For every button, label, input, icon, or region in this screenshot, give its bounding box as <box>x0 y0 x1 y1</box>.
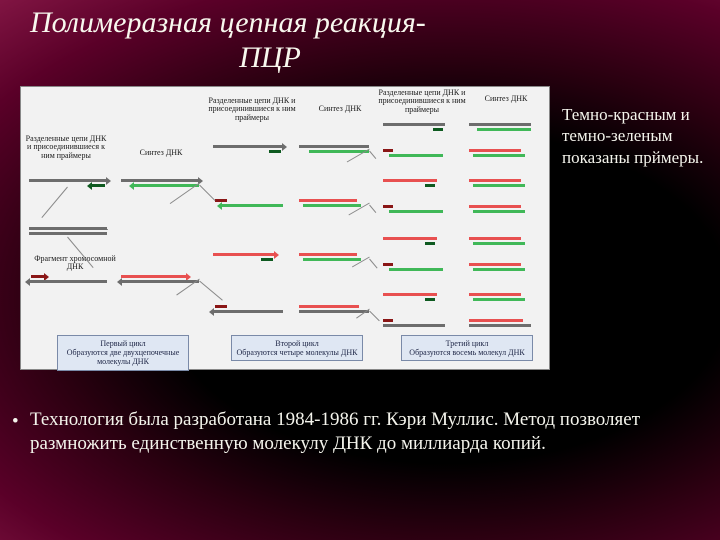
label-synthesis-1: Синтез ДНК <box>131 149 191 157</box>
footer-cycle-3: Третий цикл Образуются восемь молекул ДН… <box>401 335 533 361</box>
footer-c3-text: Образуются восемь молекул ДНК <box>406 348 528 357</box>
label-sep-strands-2: Разделенные цепи ДНК и присоединившиеся … <box>207 97 297 122</box>
side-caption: Темно-красным и темно-зеленым показаны п… <box>562 104 712 168</box>
footer-cycle-2: Второй цикл Образуются четыре молекулы Д… <box>231 335 363 361</box>
body-caption: • Технология была разработана 1984-1986 … <box>30 408 690 457</box>
footer-c3-title: Третий цикл <box>406 339 528 348</box>
footer-c1-text: Образуются две двухцепочечные молекулы Д… <box>62 348 184 366</box>
pcr-diagram: Разделенные цепи ДНК и присоединившиеся … <box>20 86 550 370</box>
label-sep-strands-1: Разделенные цепи ДНК и присоединившиеся … <box>25 135 107 160</box>
footer-c2-text: Образуются четыре молекулы ДНК <box>236 348 358 357</box>
title-line-2: ПЦР <box>30 41 510 76</box>
label-synthesis-3: Синтез ДНК <box>477 95 535 103</box>
label-sep-strands-3: Разделенные цепи ДНК и присоединившиеся … <box>377 89 467 114</box>
footer-c1-title: Первый цикл <box>62 339 184 348</box>
footer-c2-title: Второй цикл <box>236 339 358 348</box>
label-fragment: Фрагмент хромосомной ДНК <box>25 255 125 272</box>
slide-title: Полимеразная цепная реакция- ПЦР <box>30 6 570 75</box>
body-caption-text: Технология была разработана 1984-1986 гг… <box>30 409 640 454</box>
footer-cycle-1: Первый цикл Образуются две двухцепочечны… <box>57 335 189 371</box>
title-line-1: Полимеразная цепная реакция- <box>30 6 426 39</box>
bullet-icon: • <box>12 410 19 434</box>
label-synthesis-2: Синтез ДНК <box>311 105 369 113</box>
